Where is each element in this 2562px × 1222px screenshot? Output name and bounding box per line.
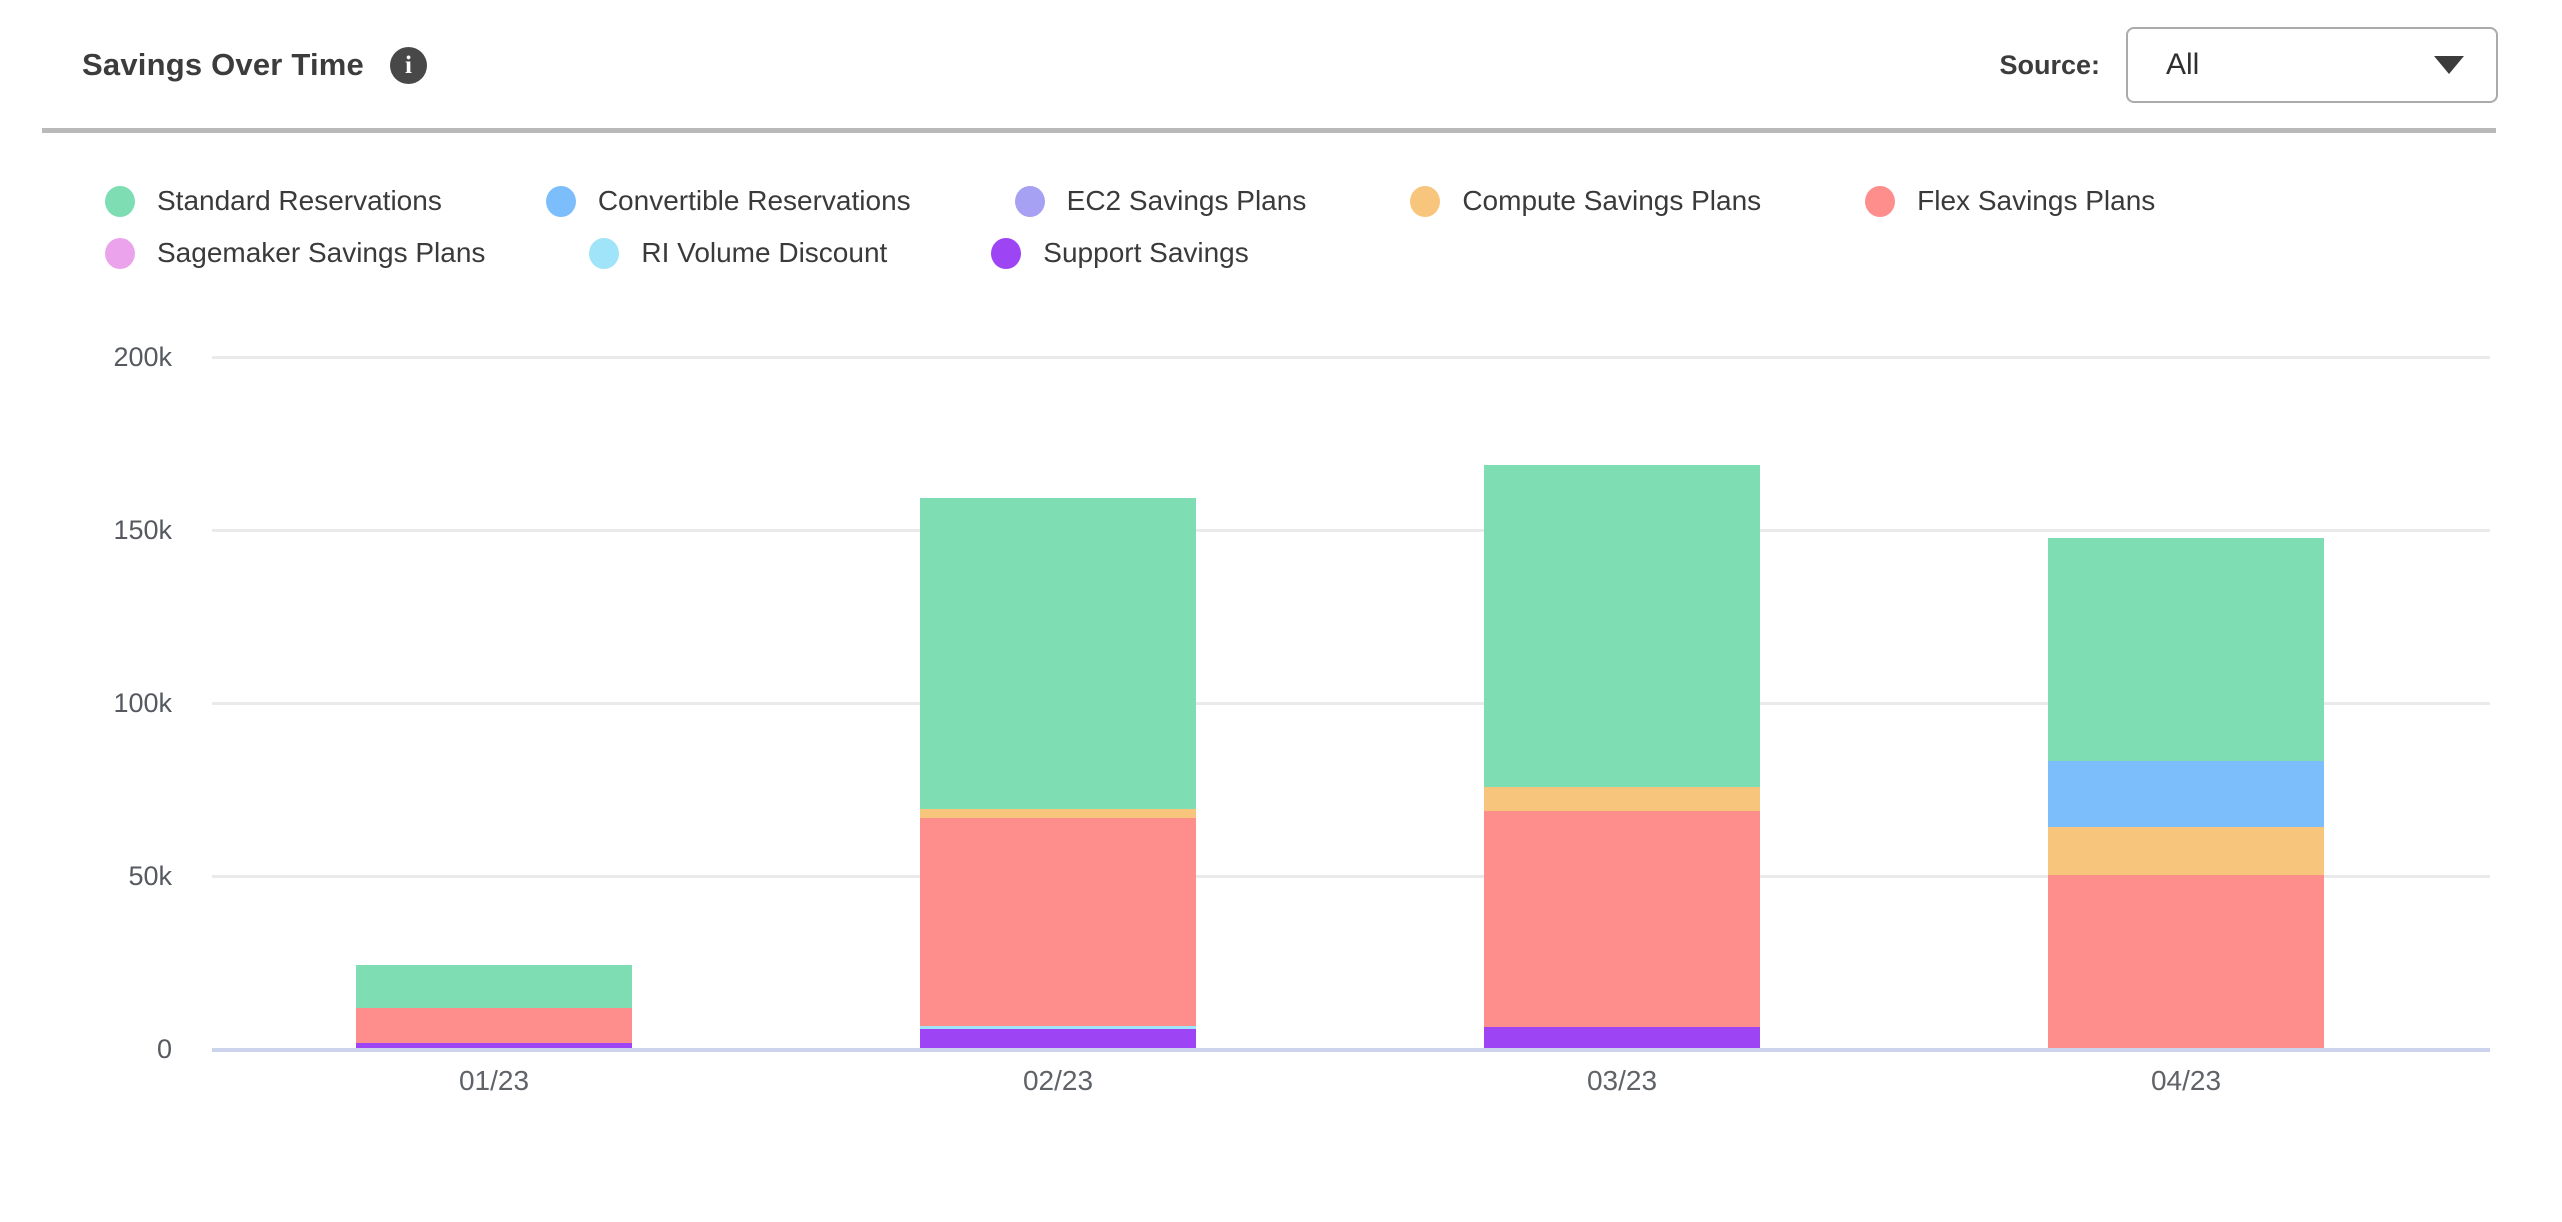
legend-item-ec2-savings-plans[interactable]: EC2 Savings Plans <box>1014 181 1307 221</box>
legend-item-ri-volume-discount[interactable]: RI Volume Discount <box>589 233 887 273</box>
legend-label: Flex Savings Plans <box>1917 185 2156 216</box>
source-wrap: Source: All <box>1999 27 2498 103</box>
bar-segment-compute-savings-plans[interactable] <box>2048 827 2324 875</box>
chevron-down-icon <box>2434 56 2464 74</box>
bar-02-23[interactable] <box>920 498 1196 1048</box>
bar-segment-compute-savings-plans[interactable] <box>1484 787 1760 811</box>
legend-label: Sagemaker Savings Plans <box>157 237 486 268</box>
header-divider <box>42 128 2496 133</box>
legend-label: Support Savings <box>1043 237 1249 268</box>
bar-segment-flex-savings-plans[interactable] <box>920 818 1196 1026</box>
y-tick-label: 100k <box>113 688 172 718</box>
legend-item-support-savings[interactable]: Support Savings <box>991 233 1249 273</box>
legend-label: EC2 Savings Plans <box>1066 185 1307 216</box>
legend-dot-icon <box>589 237 620 269</box>
x-tick-label: 03/23 <box>1586 1065 1658 1096</box>
legend-dot-icon <box>1865 185 1896 217</box>
x-axis-baseline <box>212 1048 2490 1052</box>
bar-segment-flex-savings-plans[interactable] <box>2048 875 2324 1048</box>
legend-dot-icon <box>1410 185 1441 217</box>
legend-item-flex-savings-plans[interactable]: Flex Savings Plans <box>1865 181 2155 221</box>
gridline-50k <box>212 875 2490 878</box>
savings-chart: 200k 150k 100k 50k 0 01/23 02/23 03/23 04/23 <box>0 297 2562 1177</box>
x-tick-label: 01/23 <box>458 1065 530 1096</box>
bar-segment-standard-reservations[interactable] <box>2048 538 2324 761</box>
bar-01-23[interactable] <box>356 965 632 1048</box>
bar-segment-ri-volume-discount[interactable] <box>920 1026 1196 1029</box>
legend-label: RI Volume Discount <box>641 237 888 268</box>
info-icon[interactable]: i <box>389 46 427 84</box>
legend-item-sagemaker-savings-plans[interactable]: Sagemaker Savings Plans <box>105 233 485 273</box>
legend-dot-icon <box>991 237 1022 269</box>
bar-segment-flex-savings-plans[interactable] <box>1484 811 1760 1027</box>
x-tick-label: 02/23 <box>1022 1065 1094 1096</box>
x-tick-label: 04/23 <box>2150 1065 2222 1096</box>
bar-segment-flex-savings-plans[interactable] <box>356 1008 632 1043</box>
legend-label: Convertible Reservations <box>597 185 911 216</box>
source-select[interactable]: All <box>2126 27 2498 103</box>
legend-dot-icon <box>105 237 135 269</box>
title-wrap: Savings Over Time i <box>82 46 427 84</box>
bar-segment-support-savings[interactable] <box>1484 1027 1760 1048</box>
gridline-150k <box>212 529 2490 532</box>
gridline-100k <box>212 702 2490 705</box>
source-select-value: All <box>2166 48 2200 81</box>
bar-03-23[interactable] <box>1484 465 1760 1048</box>
legend-item-compute-savings-plans[interactable]: Compute Savings Plans <box>1410 181 1761 221</box>
y-tick-label: 150k <box>113 515 172 545</box>
legend-dot-icon <box>545 185 576 217</box>
bar-segment-standard-reservations[interactable] <box>920 498 1196 809</box>
bar-segment-standard-reservations[interactable] <box>1484 465 1760 787</box>
legend-dot-icon <box>105 185 135 217</box>
bar-segment-support-savings[interactable] <box>356 1043 632 1048</box>
y-tick-label: 200k <box>113 342 172 372</box>
page-title: Savings Over Time <box>82 47 364 82</box>
bar-segment-standard-reservations[interactable] <box>356 965 632 1008</box>
gridline-200k <box>212 356 2490 359</box>
legend-item-convertible-reservations[interactable]: Convertible Reservations <box>545 181 911 221</box>
bar-segment-support-savings[interactable] <box>920 1029 1196 1048</box>
legend-item-standard-reservations[interactable]: Standard Reservations <box>105 181 442 221</box>
legend-dot-icon <box>1014 185 1045 217</box>
card-header: Savings Over Time i Source: All <box>0 0 2562 104</box>
y-tick-label: 0 <box>156 1034 172 1064</box>
legend-label: Standard Reservations <box>157 185 442 216</box>
source-label: Source: <box>1999 49 2100 80</box>
y-tick-label: 50k <box>128 861 172 891</box>
bar-04-23[interactable] <box>2048 538 2324 1048</box>
legend-label: Compute Savings Plans <box>1462 185 1762 216</box>
bar-segment-convertible-reservations[interactable] <box>2048 761 2324 827</box>
legend: Standard Reservations Convertible Reserva… <box>105 181 2470 273</box>
bar-segment-compute-savings-plans[interactable] <box>920 809 1196 818</box>
